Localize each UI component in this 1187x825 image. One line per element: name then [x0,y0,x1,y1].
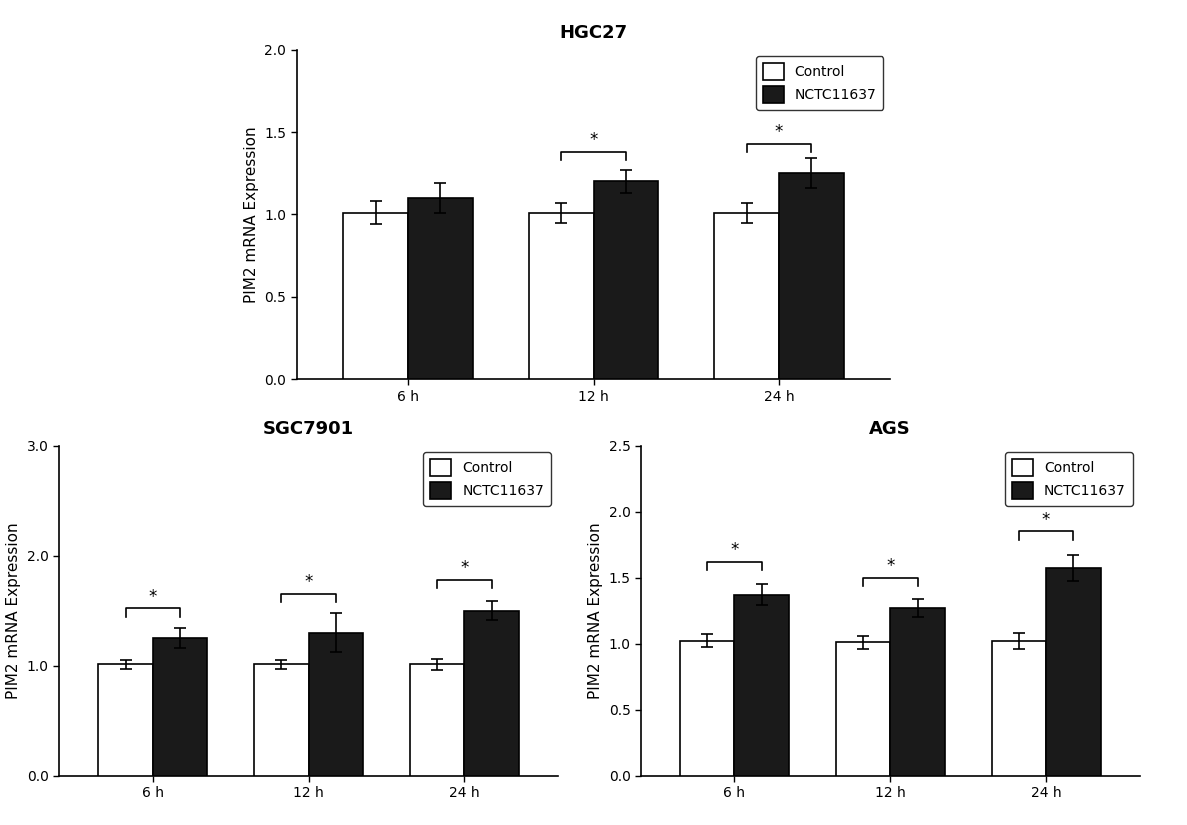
Text: *: * [148,587,157,606]
Bar [254,664,309,775]
Text: *: * [775,123,783,141]
Title: SGC7901: SGC7901 [264,421,354,438]
Text: *: * [1042,511,1050,529]
Text: *: * [461,559,469,577]
Legend: Control, NCTC11637: Control, NCTC11637 [1005,452,1132,506]
Bar [836,642,890,776]
Bar [408,198,472,380]
Bar [309,633,363,775]
Text: *: * [304,573,313,592]
Text: *: * [886,557,895,575]
Title: AGS: AGS [869,421,912,438]
Legend: Control, NCTC11637: Control, NCTC11637 [756,56,883,110]
Bar [99,664,153,775]
Legend: Control, NCTC11637: Control, NCTC11637 [424,452,551,506]
Bar [410,664,464,775]
Bar [890,608,945,776]
Y-axis label: PIM2 mRNA Expression: PIM2 mRNA Expression [588,522,603,699]
Text: *: * [730,541,738,559]
Bar [779,173,844,380]
Bar [528,213,594,380]
Bar [594,182,659,380]
Bar [715,213,779,380]
Bar [464,610,519,776]
Bar [153,638,208,776]
Bar [1046,568,1100,776]
Y-axis label: PIM2 mRNA Expression: PIM2 mRNA Expression [6,522,21,699]
Title: HGC27: HGC27 [559,25,628,42]
Bar [735,595,789,775]
Bar [343,213,408,380]
Text: *: * [589,131,598,149]
Bar [680,641,735,775]
Bar [991,641,1046,775]
Y-axis label: PIM2 mRNA Expression: PIM2 mRNA Expression [243,126,259,303]
